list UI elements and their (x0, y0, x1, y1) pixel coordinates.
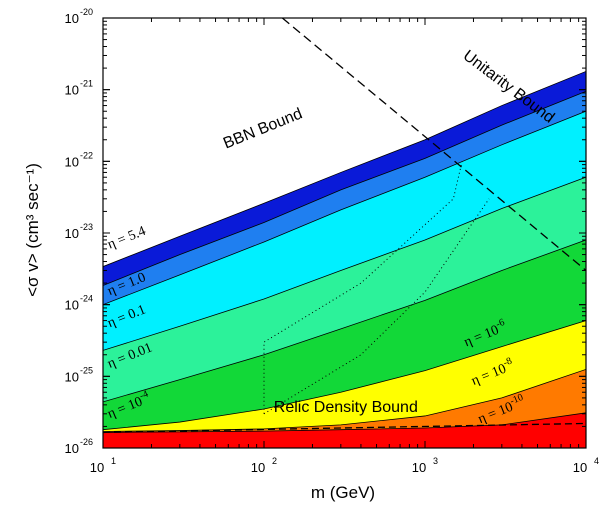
y-tick-label: 10 (65, 441, 79, 456)
x-tick-label-exponent: 2 (272, 456, 277, 466)
y-tick-label: 10 (65, 154, 79, 169)
x-axis-title: m (GeV) (311, 483, 375, 502)
x-tick-label-exponent: 4 (594, 456, 599, 466)
y-tick-label: 10 (65, 83, 79, 98)
y-tick-label: 10 (65, 11, 79, 26)
x-tick-label: 10 (251, 460, 265, 475)
annotation-label: BBN Bound (221, 105, 305, 152)
dotted-curve-1 (263, 198, 490, 415)
relic-density-bound-line (103, 422, 586, 434)
bands-group (103, 18, 586, 448)
x-tick-label: 10 (412, 460, 426, 475)
x-tick-label: 10 (90, 460, 104, 475)
x-tick-label-exponent: 3 (433, 456, 438, 466)
annotation-label: Relic Density Bound (274, 399, 418, 416)
y-tick-label-exponent: -23 (80, 222, 93, 232)
band-7 (103, 412, 586, 448)
y-tick-label-exponent: -22 (80, 150, 93, 160)
x-tick-label: 10 (573, 460, 587, 475)
y-tick-label-exponent: -20 (80, 7, 93, 17)
y-tick-label: 10 (65, 369, 79, 384)
y-tick-label-exponent: -21 (80, 79, 93, 89)
unitarity-bound-line (281, 18, 586, 271)
y-tick-label: 10 (65, 226, 79, 241)
eta-label: η = 5.4 (106, 224, 148, 253)
y-tick-label-exponent: -25 (80, 365, 93, 375)
y-tick-label: 10 (65, 298, 79, 313)
x-tick-label-exponent: 1 (111, 456, 116, 466)
y-axis-title: <σ v> (cm³ sec⁻¹) (23, 163, 42, 297)
y-tick-label-exponent: -26 (80, 437, 93, 447)
y-tick-label-exponent: -24 (80, 294, 93, 304)
